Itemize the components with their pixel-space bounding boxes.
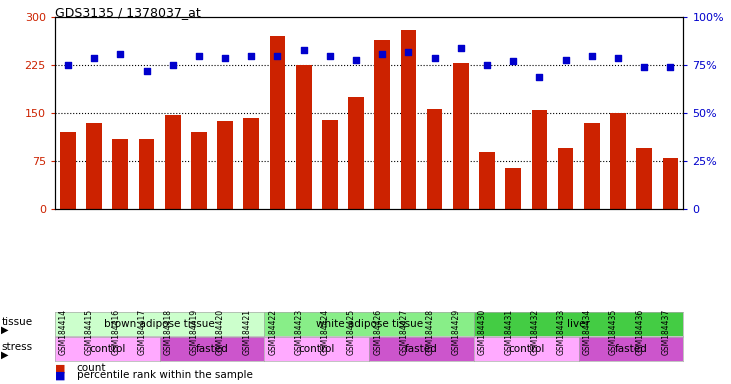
Text: control: control [508,344,545,354]
Text: GSM184427: GSM184427 [399,309,409,355]
Point [298,47,309,53]
Point [534,74,545,80]
Point [88,55,100,61]
Bar [348,97,364,209]
Text: GSM184437: GSM184437 [662,309,670,355]
Bar [531,110,548,209]
Text: GSM184418: GSM184418 [164,309,173,355]
Bar [427,109,442,209]
Text: control: control [298,344,335,354]
Bar [139,139,154,209]
Text: percentile rank within the sample: percentile rank within the sample [77,370,253,380]
Text: GSM184428: GSM184428 [425,309,435,355]
Text: fasted: fasted [405,344,438,354]
Text: GSM184430: GSM184430 [478,309,487,355]
Text: tissue: tissue [1,317,33,327]
Point [193,53,205,59]
Point [638,64,650,70]
Point [219,55,231,61]
Bar [191,132,207,209]
Text: ▶: ▶ [1,325,9,335]
Text: fasted: fasted [615,344,648,354]
Point [507,58,519,65]
Text: GSM184435: GSM184435 [609,309,618,355]
Point [586,53,598,59]
Text: white adipose tissue: white adipose tissue [316,319,423,329]
Bar [636,149,652,209]
Bar [164,114,181,209]
Text: brown adipose tissue: brown adipose tissue [105,319,215,329]
Text: ■: ■ [55,370,65,380]
Text: ▶: ▶ [1,350,9,360]
Bar [86,123,102,209]
Text: GSM184426: GSM184426 [374,309,382,355]
Point [350,56,362,63]
Bar [217,121,233,209]
Text: GSM184416: GSM184416 [111,309,121,355]
Text: GSM184433: GSM184433 [556,309,566,355]
Text: GSM184425: GSM184425 [347,309,356,355]
Text: control: control [89,344,126,354]
Text: GDS3135 / 1378037_at: GDS3135 / 1378037_at [55,6,200,19]
Bar [270,36,285,209]
Point [115,51,126,57]
Point [429,55,441,61]
Text: count: count [77,363,106,373]
Bar [113,139,128,209]
Point [455,45,466,51]
Point [481,62,493,68]
Bar [401,30,416,209]
Text: stress: stress [1,342,33,352]
Text: GSM184431: GSM184431 [504,309,513,355]
Bar [505,168,521,209]
Bar [322,120,338,209]
Text: GSM184419: GSM184419 [190,309,199,355]
Point [376,51,388,57]
Bar [296,65,311,209]
Text: GSM184436: GSM184436 [635,309,644,355]
Point [324,53,336,59]
Bar [453,63,469,209]
Bar [558,149,573,209]
Text: GSM184432: GSM184432 [531,309,539,355]
Point [140,68,152,74]
Point [560,56,572,63]
Text: GSM184420: GSM184420 [216,309,225,355]
Bar [374,40,390,209]
Bar [243,118,259,209]
Point [272,53,284,59]
Text: ■: ■ [55,363,65,373]
Text: GSM184434: GSM184434 [583,309,592,355]
Text: GSM184423: GSM184423 [295,309,303,355]
Text: GSM184414: GSM184414 [59,309,68,355]
Point [62,62,74,68]
Text: GSM184415: GSM184415 [85,309,94,355]
Point [246,53,257,59]
Bar [60,132,76,209]
Text: GSM184421: GSM184421 [242,309,251,355]
Bar [480,152,495,209]
Text: liver: liver [567,319,590,329]
Point [664,64,676,70]
Text: GSM184417: GSM184417 [137,309,146,355]
Text: GSM184422: GSM184422 [268,309,278,355]
Text: fasted: fasted [196,344,228,354]
Point [403,49,414,55]
Text: GSM184424: GSM184424 [321,309,330,355]
Point [167,62,178,68]
Bar [584,123,599,209]
Text: GSM184429: GSM184429 [452,309,461,355]
Bar [662,158,678,209]
Point [612,55,624,61]
Bar [610,113,626,209]
